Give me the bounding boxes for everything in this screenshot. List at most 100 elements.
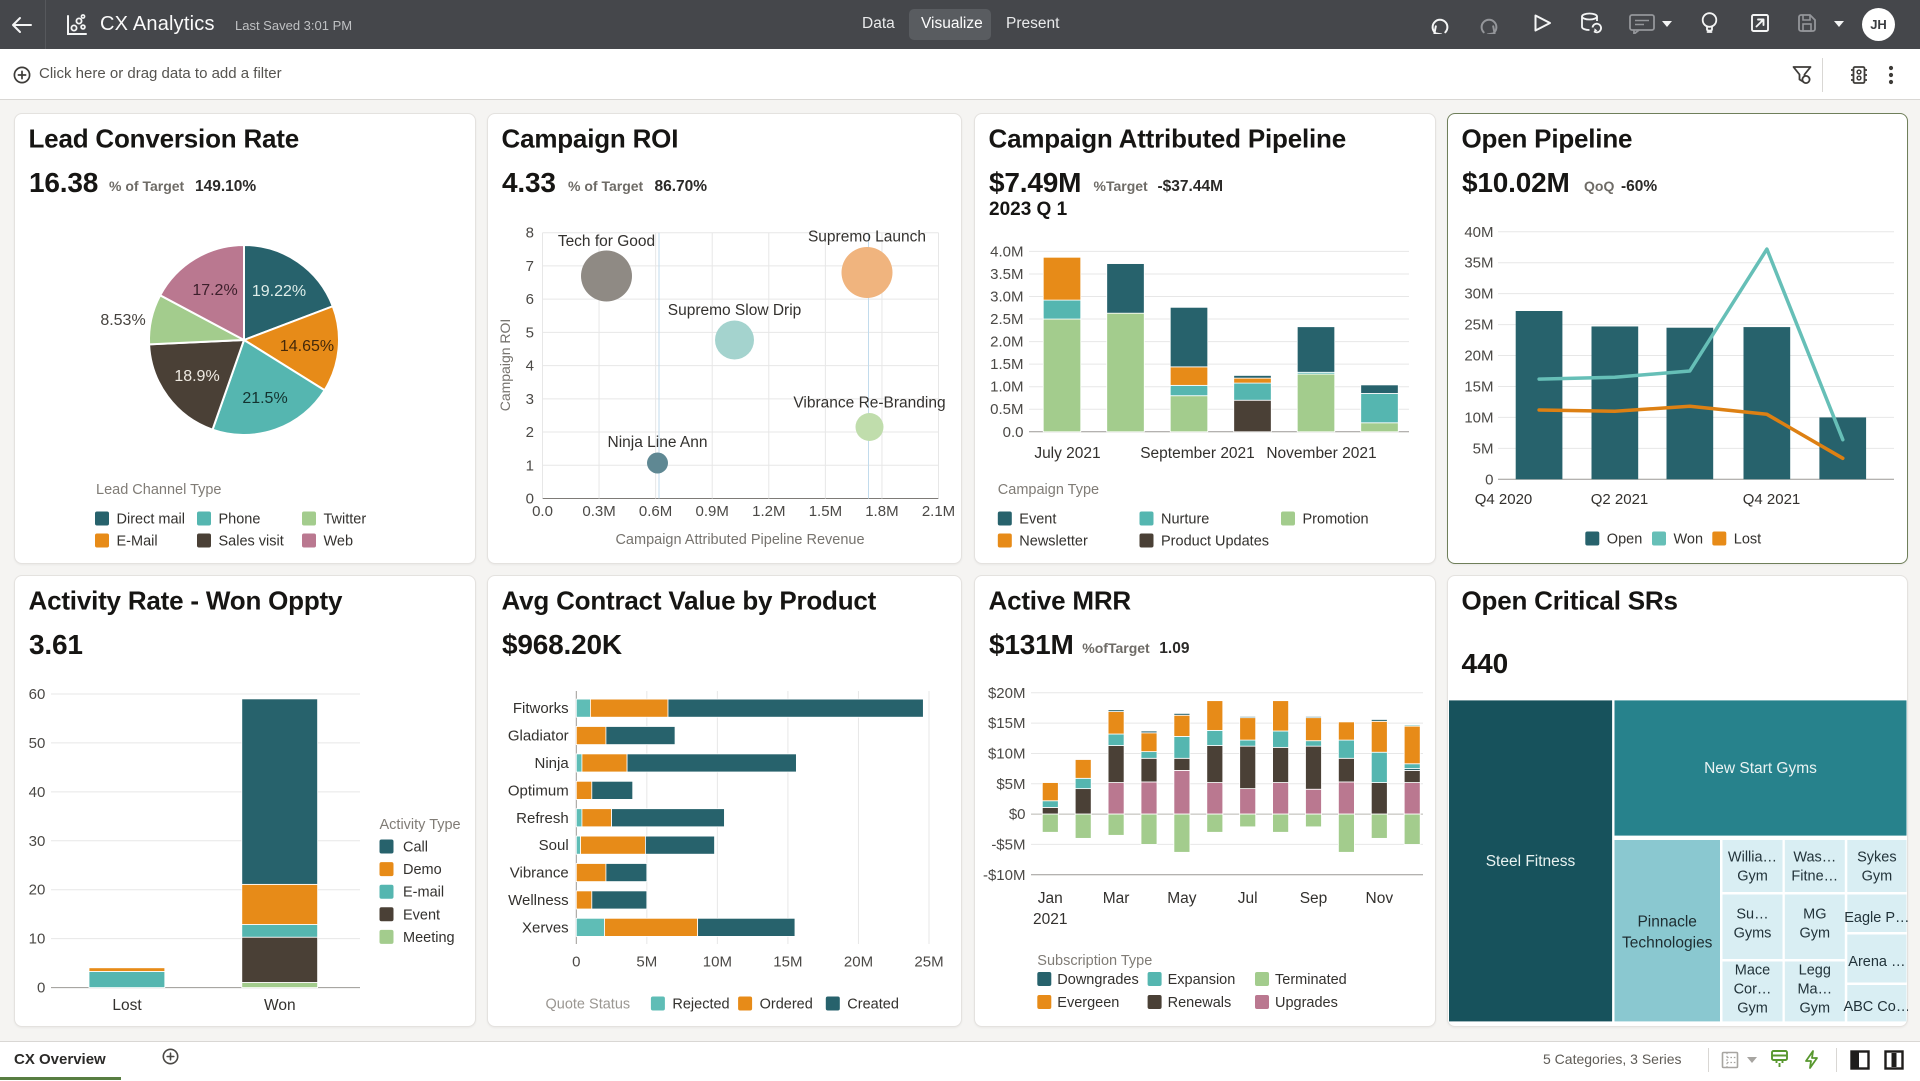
svg-text:0.9M: 0.9M: [695, 503, 728, 520]
svg-text:0.0: 0.0: [532, 503, 553, 520]
svg-text:60: 60: [29, 686, 46, 703]
svg-text:1.0M: 1.0M: [990, 379, 1023, 396]
svg-text:Legg: Legg: [1798, 963, 1830, 979]
svg-text:Refresh: Refresh: [516, 810, 569, 827]
svg-text:ABC Co…: ABC Co…: [1843, 999, 1908, 1015]
svg-text:-$5M: -$5M: [991, 836, 1025, 853]
svg-text:Pinnacle: Pinnacle: [1637, 914, 1696, 931]
svg-text:Direct mail: Direct mail: [117, 512, 185, 528]
svg-text:Open Critical SRs: Open Critical SRs: [1461, 586, 1677, 616]
svg-text:Campaign ROI: Campaign ROI: [501, 124, 678, 154]
svg-text:21.5%: 21.5%: [242, 390, 287, 407]
svg-text:25M: 25M: [914, 954, 943, 971]
svg-text:Twitter: Twitter: [324, 512, 367, 528]
svg-text:6: 6: [525, 291, 533, 308]
svg-text:Newsletter: Newsletter: [1019, 534, 1088, 550]
svg-text:Q4 2021: Q4 2021: [1742, 491, 1800, 508]
svg-text:Meeting: Meeting: [403, 930, 455, 946]
svg-text:Gym: Gym: [1737, 1001, 1768, 1017]
svg-text:Subscription Type: Subscription Type: [1037, 953, 1152, 969]
svg-text:3.0M: 3.0M: [990, 289, 1023, 306]
svg-text:May: May: [1167, 890, 1197, 907]
svg-text:5M: 5M: [636, 954, 657, 971]
svg-text:Ordered: Ordered: [759, 997, 812, 1013]
svg-text:Lead Conversion Rate: Lead Conversion Rate: [29, 124, 300, 154]
svg-text:1.5M: 1.5M: [990, 356, 1023, 373]
svg-text:Supremo Slow Drip: Supremo Slow Drip: [667, 302, 801, 319]
svg-text:Renewals: Renewals: [1167, 995, 1231, 1011]
svg-text:Lost: Lost: [112, 997, 142, 1014]
svg-text:Gym: Gym: [1799, 926, 1830, 942]
svg-text:-$10M: -$10M: [982, 867, 1025, 884]
svg-text:0.6M: 0.6M: [638, 503, 671, 520]
svg-text:Steel Fitness: Steel Fitness: [1485, 853, 1575, 870]
svg-text:86.70%: 86.70%: [654, 178, 707, 195]
svg-text:Ninja Line Ann: Ninja Line Ann: [607, 434, 707, 451]
svg-text:Evergeen: Evergeen: [1057, 995, 1119, 1011]
svg-text:Demo: Demo: [403, 862, 442, 878]
svg-text:30: 30: [29, 833, 46, 850]
svg-text:20M: 20M: [1464, 348, 1493, 365]
svg-text:20: 20: [29, 882, 46, 899]
svg-text:0: 0: [1485, 471, 1493, 488]
svg-text:Gyms: Gyms: [1733, 926, 1771, 942]
svg-text:Optimum: Optimum: [507, 782, 568, 799]
svg-text:16.38: 16.38: [29, 167, 98, 198]
svg-text:2023 Q 1: 2023 Q 1: [989, 199, 1068, 220]
svg-text:Supremo Launch: Supremo Launch: [807, 229, 925, 246]
svg-text:November 2021: November 2021: [1266, 445, 1376, 462]
svg-text:0.3M: 0.3M: [582, 503, 615, 520]
svg-text:4.0M: 4.0M: [990, 243, 1023, 260]
svg-text:MG: MG: [1803, 907, 1826, 923]
svg-text:Lost: Lost: [1733, 532, 1760, 548]
svg-text:Fitne…: Fitne…: [1791, 869, 1838, 885]
svg-text:7: 7: [525, 258, 533, 275]
svg-text:10: 10: [29, 931, 46, 948]
svg-text:0: 0: [525, 491, 533, 508]
svg-text:18.9%: 18.9%: [174, 368, 219, 385]
svg-text:Xerves: Xerves: [522, 919, 569, 936]
svg-text:Eagle P…: Eagle P…: [1844, 910, 1908, 926]
svg-text:Mar: Mar: [1102, 890, 1129, 907]
svg-text:40M: 40M: [1464, 224, 1493, 241]
svg-text:17.2%: 17.2%: [192, 282, 237, 299]
svg-text:Gym: Gym: [1737, 869, 1768, 885]
svg-text:$10M: $10M: [987, 745, 1025, 762]
svg-text:4.33: 4.33: [502, 167, 556, 198]
svg-text:Gym: Gym: [1799, 1001, 1830, 1017]
svg-text:%Target: %Target: [1093, 178, 1148, 194]
svg-text:$131M: $131M: [989, 629, 1074, 660]
svg-text:$10.02M: $10.02M: [1462, 167, 1570, 198]
svg-text:Q4 2020: Q4 2020: [1474, 491, 1532, 508]
svg-text:14.65%: 14.65%: [280, 338, 334, 355]
svg-text:50: 50: [29, 735, 46, 752]
svg-text:Gym: Gym: [1861, 869, 1892, 885]
svg-text:0: 0: [572, 954, 580, 971]
svg-text:Campaign Type: Campaign Type: [997, 482, 1098, 498]
svg-text:Q2 2021: Q2 2021: [1590, 491, 1648, 508]
svg-text:Open Pipeline: Open Pipeline: [1461, 124, 1632, 154]
svg-text:2: 2: [525, 424, 533, 441]
svg-text:$5M: $5M: [996, 776, 1025, 793]
svg-text:Wellness: Wellness: [508, 892, 569, 909]
svg-text:QoQ: QoQ: [1584, 178, 1614, 194]
svg-text:Willia…: Willia…: [1727, 850, 1776, 866]
svg-text:Sykes: Sykes: [1857, 850, 1897, 866]
svg-text:-$37.44M: -$37.44M: [1157, 178, 1222, 195]
svg-text:2.0M: 2.0M: [990, 334, 1023, 351]
svg-text:%ofTarget: %ofTarget: [1082, 640, 1150, 656]
svg-text:Ninja: Ninja: [534, 755, 569, 772]
svg-text:% of Target: % of Target: [568, 178, 644, 194]
svg-text:September 2021: September 2021: [1140, 445, 1255, 462]
svg-text:Event: Event: [403, 907, 440, 923]
svg-text:Fitworks: Fitworks: [512, 700, 568, 717]
svg-text:$968.20K: $968.20K: [502, 629, 622, 660]
svg-text:Nurture: Nurture: [1161, 512, 1209, 528]
svg-text:% of Target: % of Target: [109, 178, 185, 194]
svg-text:Mace: Mace: [1734, 963, 1769, 979]
svg-text:New Start Gyms: New Start Gyms: [1704, 760, 1817, 777]
svg-text:Upgrades: Upgrades: [1275, 995, 1338, 1011]
svg-text:0.5M: 0.5M: [990, 401, 1023, 418]
svg-text:Active MRR: Active MRR: [988, 586, 1131, 616]
svg-text:5M: 5M: [1472, 440, 1493, 457]
